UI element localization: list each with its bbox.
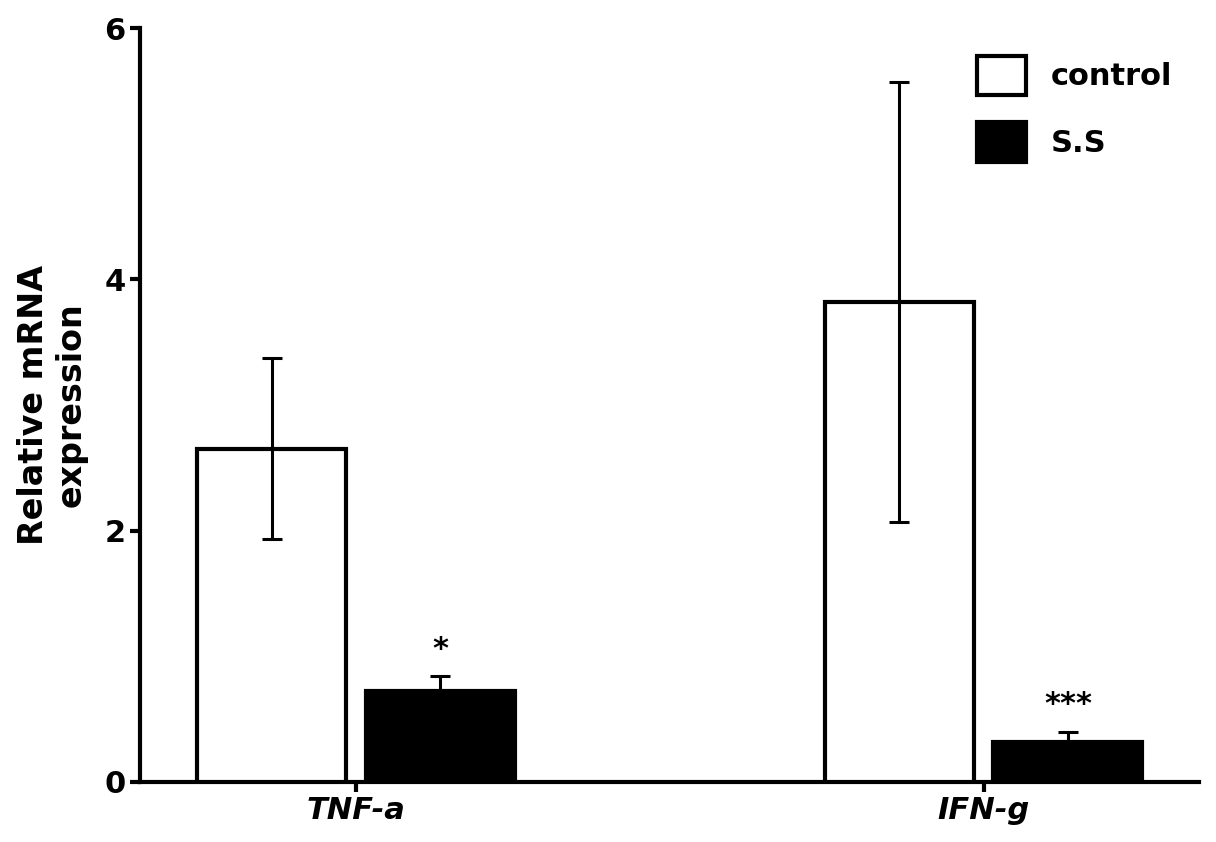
Y-axis label: Relative mRNA
expression: Relative mRNA expression [17, 265, 88, 545]
Bar [366, 691, 514, 781]
Legend: control, S.S: control, S.S [964, 44, 1184, 174]
Bar [824, 302, 974, 781]
Text: ***: *** [1045, 690, 1092, 719]
Bar [197, 449, 347, 781]
Text: *: * [433, 635, 449, 663]
Bar [993, 742, 1143, 781]
